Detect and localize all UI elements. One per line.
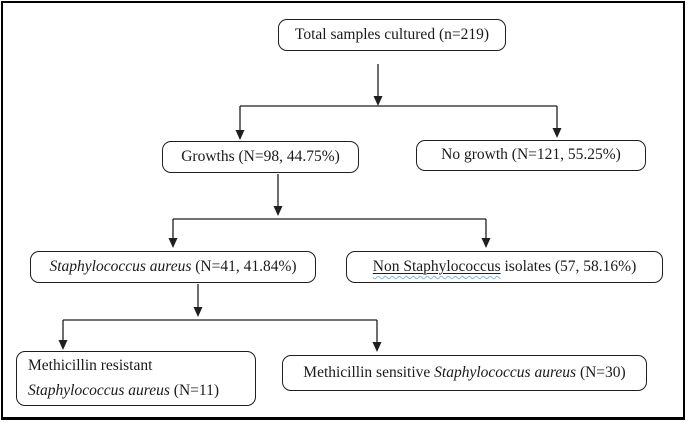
node-label: Growths (N=98, 44.75%) [181,147,340,165]
node-label: Staphylococcus aureus (N=41, 41.84%) [49,257,296,277]
node-label: Total samples cultured (n=219) [294,25,490,43]
arrowhead [235,130,245,140]
node-non-staph-isolates: Non Staphylococcus isolates (57, 58.16%) [346,251,663,283]
node-no-growth: No growth (N=121, 55.25%) [416,140,646,171]
genus-species-italic: Staphylococcus aureus [434,363,577,381]
arrowhead [193,307,203,317]
node-label-prefix: Methicillin sensitive [303,363,435,381]
arrowhead [372,342,382,352]
node-growths: Growths (N=98, 44.75%) [162,141,359,173]
underlined-text: Non Staphylococcus [373,258,501,275]
arrowhead [273,206,283,216]
arrowhead [552,128,562,138]
arrowhead [373,96,383,106]
genus-species-italic: Staphylococcus aureus [28,381,170,399]
arrowhead [168,238,178,248]
arrowhead [481,238,491,248]
node-label-rest: (N=30) [576,363,626,381]
node-label-rest: isolates (57, 58.16%) [500,257,637,275]
node-label-line1: Methicillin resistant [28,357,153,375]
node-mssa: Methicillin sensitive Staphylococcus aur… [282,355,647,391]
node-label-rest: (N=41, 41.84%) [191,257,297,275]
node-s-aureus: Staphylococcus aureus (N=41, 41.84%) [30,251,316,283]
node-mrsa: Methicillin resistant Staphylococcus aur… [16,351,256,406]
spellcheck-squiggle-text: Non Staphylococcus [372,257,501,275]
genus-species-italic: Staphylococcus aureus [49,257,192,275]
node-label-line2: Staphylococcus aureus (N=11) [28,379,219,403]
arrowhead [58,340,68,350]
node-label: Non Staphylococcus isolates (57, 58.16%) [373,257,636,277]
node-label: Methicillin sensitive Staphylococcus aur… [303,363,625,383]
node-label-rest: (N=11) [169,381,219,399]
node-label: No growth (N=121, 55.25%) [441,146,621,164]
node-total-samples: Total samples cultured (n=219) [278,19,506,51]
